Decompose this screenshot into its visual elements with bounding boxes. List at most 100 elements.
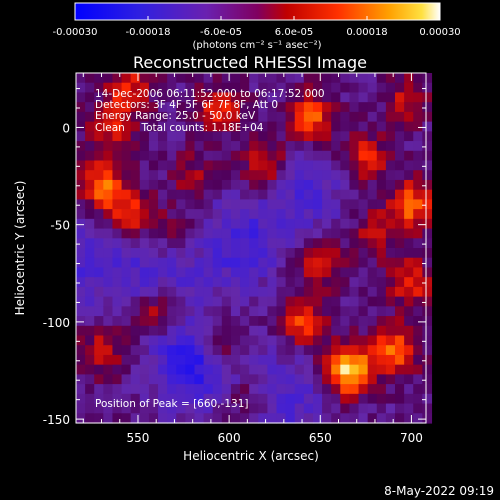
heatmap-cell [376,199,387,210]
heatmap-cell [130,316,141,327]
heatmap-cell [221,384,232,395]
heatmap-cell [376,286,387,298]
heatmap-cell [395,150,405,162]
heatmap-cell [76,403,86,414]
heatmap-cell [221,335,232,346]
heatmap-cell [385,121,396,132]
heatmap-cell [112,179,123,191]
heatmap-cell [194,238,205,249]
heatmap-cell [176,277,186,288]
heatmap-cell [76,141,86,152]
heatmap-cell [376,73,387,84]
heatmap-cell [130,306,141,317]
heatmap-cell [358,218,369,230]
heatmap-cell [294,374,305,385]
heatmap-cell [212,335,223,346]
heatmap-cell [139,335,150,346]
heatmap-cell [276,102,287,113]
heatmap-cell [148,170,159,181]
heatmap-cell [240,257,250,269]
heatmap-cell [358,131,369,142]
heatmap-cell [103,403,114,414]
heatmap-cell [121,131,132,142]
heatmap-cell [76,335,86,346]
heatmap-cell [194,277,205,288]
heatmap-cell [121,199,132,210]
heatmap-cell [413,306,423,317]
heatmap-cell [230,150,241,162]
heatmap-cell [194,316,205,327]
heatmap-cell [285,316,296,327]
heatmap-cell [376,374,387,385]
heatmap-cell [85,209,95,220]
heatmap-cell [212,218,223,230]
heatmap-cell [258,277,268,288]
heatmap-cell [358,374,369,385]
heatmap-cell [413,238,423,249]
heatmap-cell [203,393,214,405]
heatmap-cell [185,325,196,337]
heatmap-cell [167,335,177,346]
heatmap-cell [76,82,86,94]
heatmap-cell [331,238,341,249]
heatmap-cell [112,384,123,395]
heatmap-cell [331,248,341,259]
heatmap-cell [312,228,323,239]
heatmap-cell [240,306,250,317]
heatmap-cell [312,413,323,424]
heatmap-cell [139,111,150,123]
heatmap-cell [376,141,387,152]
heatmap-cell [422,189,433,200]
heatmap-cell [413,82,423,94]
heatmap-cell [340,277,351,288]
heatmap-cell [422,170,433,181]
heatmap-cell [176,248,186,259]
heatmap-cell [376,228,387,239]
heatmap-cell [167,92,177,103]
heatmap-cell [322,413,332,424]
heatmap-cell [130,102,141,113]
heatmap-cell [285,111,296,123]
heatmap-cell [130,345,141,356]
heatmap-cell [139,354,150,366]
heatmap-cell [294,413,305,424]
heatmap-cell [103,121,114,132]
heatmap-cell [121,248,132,259]
heatmap-cell [312,267,323,278]
heatmap-cell [103,325,114,337]
heatmap-cell [340,218,351,230]
heatmap-cell [230,257,241,269]
heatmap-cell [121,364,132,375]
heatmap-cell [349,335,360,346]
heatmap-cell [221,296,232,307]
heatmap-cell [221,413,232,424]
heatmap-cell [249,228,259,239]
heatmap-cell [212,325,223,337]
heatmap-cell [367,306,378,317]
heatmap-cell [112,267,123,278]
heatmap-cell [221,179,232,191]
heatmap-cell [148,277,159,288]
heatmap-cell [312,102,323,113]
heatmap-cell [303,209,314,220]
heatmap-cell [212,393,223,405]
heatmap-cell [303,199,314,210]
heatmap-cell [121,325,132,337]
heatmap-cell [258,335,268,346]
heatmap-cell [331,267,341,278]
heatmap-cell [285,335,296,346]
heatmap-cell [112,364,123,375]
heatmap-cell [94,384,104,395]
heatmap-cell [212,209,223,220]
heatmap-cell [185,354,196,366]
heatmap-cell [221,277,232,288]
heatmap-cell [94,286,104,298]
heatmap-cell [367,364,378,375]
heatmap-cell [167,393,177,405]
heatmap-cell [395,179,405,191]
heatmap-cell [413,189,423,200]
heatmap-cell [395,354,405,366]
heatmap-cell [303,403,314,414]
heatmap-cell [112,92,123,103]
heatmap-cell [103,384,114,395]
